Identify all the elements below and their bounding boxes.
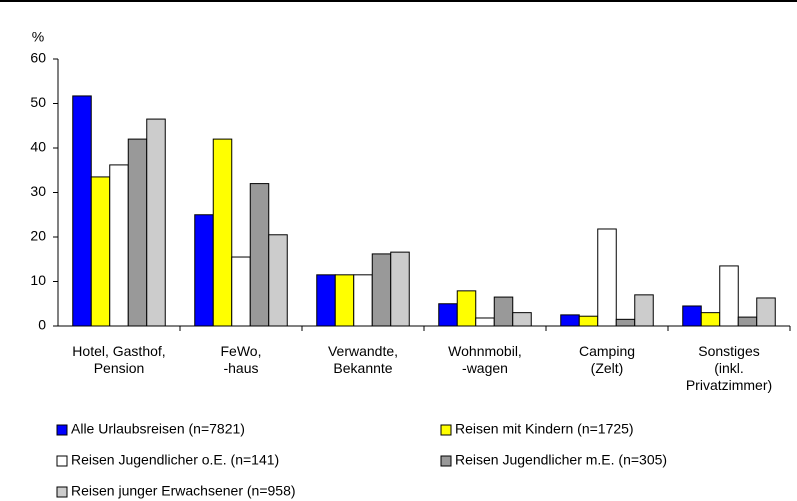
bar xyxy=(316,274,336,327)
bar xyxy=(231,256,251,327)
bar xyxy=(127,138,148,327)
bar xyxy=(456,290,477,327)
legend-label: Reisen junger Erwachsener (n=958) xyxy=(71,483,296,499)
y-axis-label: % xyxy=(32,29,44,45)
bar xyxy=(390,251,410,327)
x-tick-label: Camping (Zelt) xyxy=(578,343,636,376)
legend-swatch xyxy=(440,455,452,467)
y-tick-label: 20 xyxy=(30,228,46,244)
legend-swatch xyxy=(440,424,452,436)
legend-swatch xyxy=(56,424,68,436)
bar xyxy=(194,214,214,327)
bar xyxy=(249,183,270,327)
x-tick-label: Wohnmobil, -wagen xyxy=(448,343,522,376)
bar xyxy=(475,317,495,327)
x-tick-label: Hotel, Gasthof, Pension xyxy=(72,343,166,376)
legend-swatch xyxy=(56,455,68,467)
y-tick-label: 50 xyxy=(30,94,46,110)
legend-swatch xyxy=(56,486,68,498)
x-tick-label: Verwandte, Bekannte xyxy=(327,343,399,376)
legend-label: Reisen mit Kindern (n=1725) xyxy=(455,421,634,437)
legend-label: Alle Urlaubsreisen (n=7821) xyxy=(71,421,245,437)
bar xyxy=(700,312,721,327)
bar xyxy=(756,297,776,327)
legend-label: Reisen Jugendlicher m.E. (n=305) xyxy=(455,452,667,468)
bar xyxy=(737,316,758,327)
y-tick-label: 10 xyxy=(30,272,46,288)
bar xyxy=(72,95,92,327)
bar xyxy=(268,234,288,327)
bar xyxy=(682,305,702,327)
y-tick-label: 0 xyxy=(38,317,46,333)
bar xyxy=(334,274,355,327)
bar xyxy=(90,176,111,327)
bar xyxy=(634,294,654,327)
bar xyxy=(578,315,599,327)
bar xyxy=(353,274,373,327)
x-tick-label: FeWo, -haus xyxy=(220,343,262,376)
bar xyxy=(146,118,166,327)
y-tick-label: 40 xyxy=(30,139,46,155)
y-tick-label: 30 xyxy=(30,183,46,199)
x-tick-label: Sonstiges (inkl. Privatzimmer) xyxy=(685,343,773,393)
y-tick-label: 60 xyxy=(30,50,46,66)
legend-label: Reisen Jugendlicher o.E. (n=141) xyxy=(71,452,279,468)
bar xyxy=(438,303,458,327)
bar xyxy=(597,228,617,327)
bar xyxy=(493,296,514,327)
bar xyxy=(109,164,129,327)
bar xyxy=(615,318,636,327)
bar xyxy=(560,314,580,327)
bar xyxy=(371,253,392,327)
bar xyxy=(512,312,532,327)
bar xyxy=(212,138,233,327)
bar xyxy=(719,265,739,327)
